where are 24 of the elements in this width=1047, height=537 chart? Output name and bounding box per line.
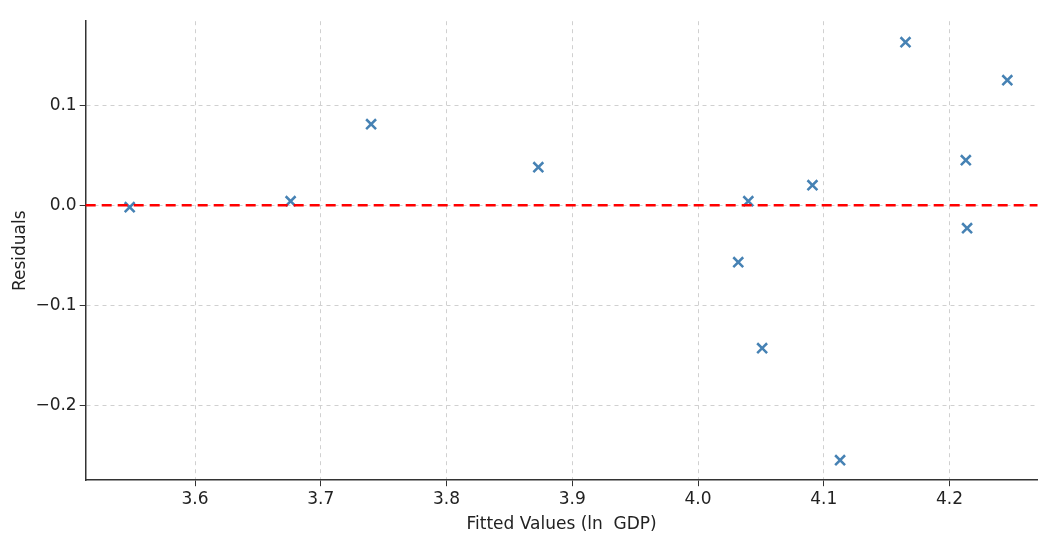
x-tick-label: 3.8: [433, 487, 461, 508]
x-tick-label: 3.6: [181, 487, 209, 508]
point: [806, 179, 819, 192]
point: [123, 201, 136, 214]
x-tick-label: 4.0: [684, 487, 712, 508]
point: [899, 36, 912, 49]
y-tick-label: −0.2: [35, 393, 77, 414]
point: [833, 454, 847, 467]
point: [732, 256, 745, 269]
x-axis-title: Fitted Values (ln GDP): [466, 513, 657, 534]
x-tick-label: 3.9: [558, 487, 586, 508]
point: [364, 118, 378, 131]
y-tick-label: 0.1: [49, 93, 77, 114]
y-axis-title: Residuals: [8, 210, 29, 292]
point: [755, 342, 769, 355]
x-tick-label: 4.1: [810, 487, 838, 508]
point: [960, 222, 974, 235]
y-tick-label: 0.0: [49, 193, 77, 214]
point: [959, 154, 973, 167]
x-tick-label: 4.2: [935, 487, 964, 508]
point: [532, 161, 545, 174]
y-tick-label: −0.1: [35, 293, 77, 314]
point: [1001, 74, 1014, 87]
x-tick-label: 3.7: [307, 487, 335, 508]
